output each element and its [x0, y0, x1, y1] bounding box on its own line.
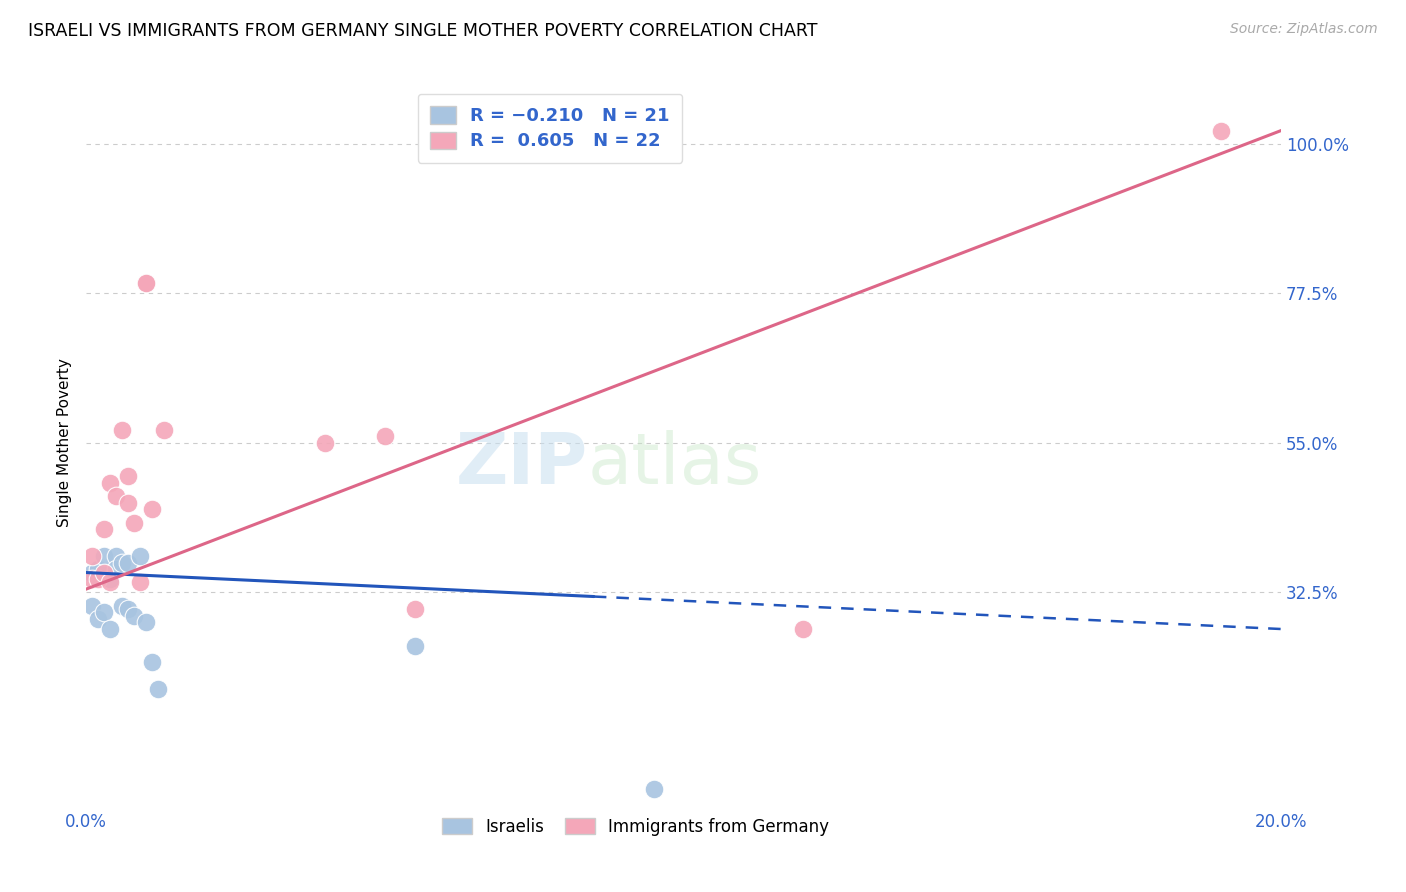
Point — [1211, 123, 1233, 137]
Point — [111, 423, 134, 437]
Point — [135, 277, 157, 291]
Point — [111, 599, 134, 613]
Point — [93, 549, 115, 563]
Point — [117, 602, 139, 616]
Point — [104, 562, 127, 576]
Legend: Israelis, Immigrants from Germany: Israelis, Immigrants from Germany — [434, 809, 838, 844]
Point — [128, 549, 150, 563]
Point — [104, 549, 127, 563]
Point — [80, 549, 103, 563]
Point — [87, 612, 110, 626]
Point — [141, 655, 163, 669]
Point — [135, 277, 157, 291]
Point — [314, 436, 336, 450]
Point — [117, 496, 139, 510]
Point — [122, 608, 145, 623]
Point — [374, 429, 396, 443]
Point — [146, 681, 169, 696]
Point — [104, 489, 127, 503]
Point — [141, 502, 163, 516]
Point — [117, 469, 139, 483]
Point — [404, 602, 426, 616]
Point — [792, 622, 814, 636]
Point — [117, 556, 139, 570]
Point — [93, 606, 115, 620]
Text: atlas: atlas — [588, 430, 762, 500]
Point — [80, 572, 103, 586]
Text: ZIP: ZIP — [456, 430, 588, 500]
Point — [93, 522, 115, 536]
Point — [98, 475, 121, 490]
Text: ISRAELI VS IMMIGRANTS FROM GERMANY SINGLE MOTHER POVERTY CORRELATION CHART: ISRAELI VS IMMIGRANTS FROM GERMANY SINGL… — [28, 22, 818, 40]
Point — [122, 516, 145, 530]
Point — [111, 556, 134, 570]
Point — [87, 572, 110, 586]
Point — [135, 615, 157, 630]
Text: Source: ZipAtlas.com: Source: ZipAtlas.com — [1230, 22, 1378, 37]
Point — [152, 423, 174, 437]
Y-axis label: Single Mother Poverty: Single Mother Poverty — [58, 359, 72, 527]
Point — [643, 781, 665, 796]
Point — [98, 572, 121, 586]
Point — [98, 575, 121, 590]
Point — [80, 599, 103, 613]
Point — [128, 575, 150, 590]
Point — [80, 566, 103, 580]
Point — [93, 566, 115, 580]
Point — [98, 622, 121, 636]
Point — [404, 639, 426, 653]
Point — [87, 562, 110, 576]
